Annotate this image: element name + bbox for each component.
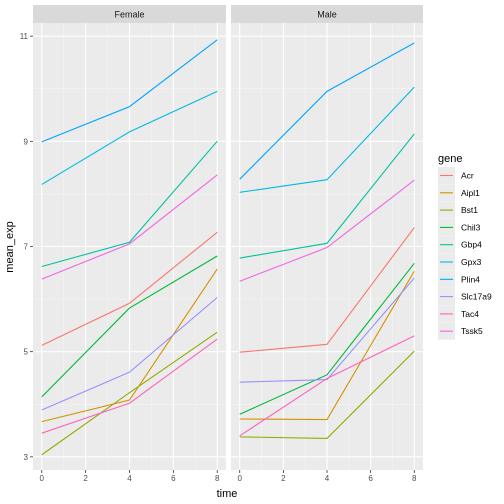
x-tick-label: 2 (281, 474, 286, 483)
series-line-male-acr (239, 227, 415, 353)
series-line-female-gbp4 (41, 140, 218, 268)
series-line-female-tssk5 (41, 174, 218, 280)
series-line-female-plin4 (41, 39, 218, 143)
legend-label-acr: Acr (461, 171, 474, 181)
series-line-female-tac4 (41, 338, 218, 434)
series-line-male-tssk5 (239, 179, 415, 282)
x-tick-label: 4 (127, 474, 132, 483)
y-tick-label: 11 (20, 32, 29, 41)
series-line-female-acr (41, 231, 218, 346)
series-line-male-plin4 (239, 42, 415, 180)
legend-title: gene (438, 153, 462, 165)
series-line-female-chil3 (41, 255, 218, 398)
series-line-female-bst1 (41, 331, 218, 456)
legend-label-gbp4: Gbp4 (461, 240, 482, 250)
facet-strip-male (231, 5, 423, 23)
facet-strip-label-male: Male (317, 10, 337, 20)
series-line-female-aipl1 (41, 268, 218, 423)
y-axis-title: mean_exp (4, 221, 16, 272)
y-tick-label: 5 (24, 348, 29, 357)
series-line-male-chil3 (239, 262, 415, 415)
x-tick-label: 8 (215, 474, 220, 483)
legend: gene Acr Aipl1 Bst1 Chil3 Gbp4 Gpx3 Plin4 Slc17… (438, 153, 492, 340)
series-line-male-gpx3 (239, 86, 415, 193)
facet-strip-label-female: Female (114, 10, 144, 20)
x-tick-label: 0 (40, 474, 45, 483)
legend-label-tac4: Tac4 (461, 309, 479, 319)
x-axis-title: time (217, 488, 238, 500)
facet-strip-female (33, 5, 226, 23)
series-line-female-gpx3 (41, 90, 218, 185)
y-tick-label: 3 (24, 453, 29, 462)
y-tick-label: 9 (24, 137, 29, 146)
series-line-male-aipl1 (239, 270, 415, 421)
x-tick-label: 8 (412, 474, 417, 483)
x-tick-label: 4 (325, 474, 330, 483)
series-line-male-slc17a9 (239, 277, 415, 383)
x-tick-label: 0 (238, 474, 243, 483)
x-tick-label: 2 (83, 474, 88, 483)
series-line-male-gbp4 (239, 133, 415, 259)
series-line-female-slc17a9 (41, 297, 218, 411)
x-tick-label: 6 (368, 474, 373, 483)
legend-label-slc17a9: Slc17a9 (461, 292, 492, 302)
legend-label-plin4: Plin4 (461, 274, 480, 284)
x-tick-label: 6 (171, 474, 176, 483)
legend-label-gpx3: Gpx3 (461, 257, 482, 267)
legend-label-tssk5: Tssk5 (461, 326, 483, 336)
legend-label-chil3: Chil3 (461, 222, 481, 232)
legend-label-aipl1: Aipl1 (461, 188, 480, 198)
legend-label-bst1: Bst1 (461, 205, 478, 215)
series-line-male-tac4 (239, 335, 415, 437)
y-tick-label: 7 (24, 243, 29, 252)
series-line-male-bst1 (239, 350, 415, 440)
